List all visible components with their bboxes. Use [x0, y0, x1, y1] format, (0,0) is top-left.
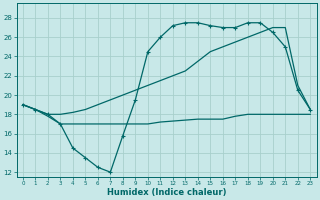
- X-axis label: Humidex (Indice chaleur): Humidex (Indice chaleur): [107, 188, 226, 197]
